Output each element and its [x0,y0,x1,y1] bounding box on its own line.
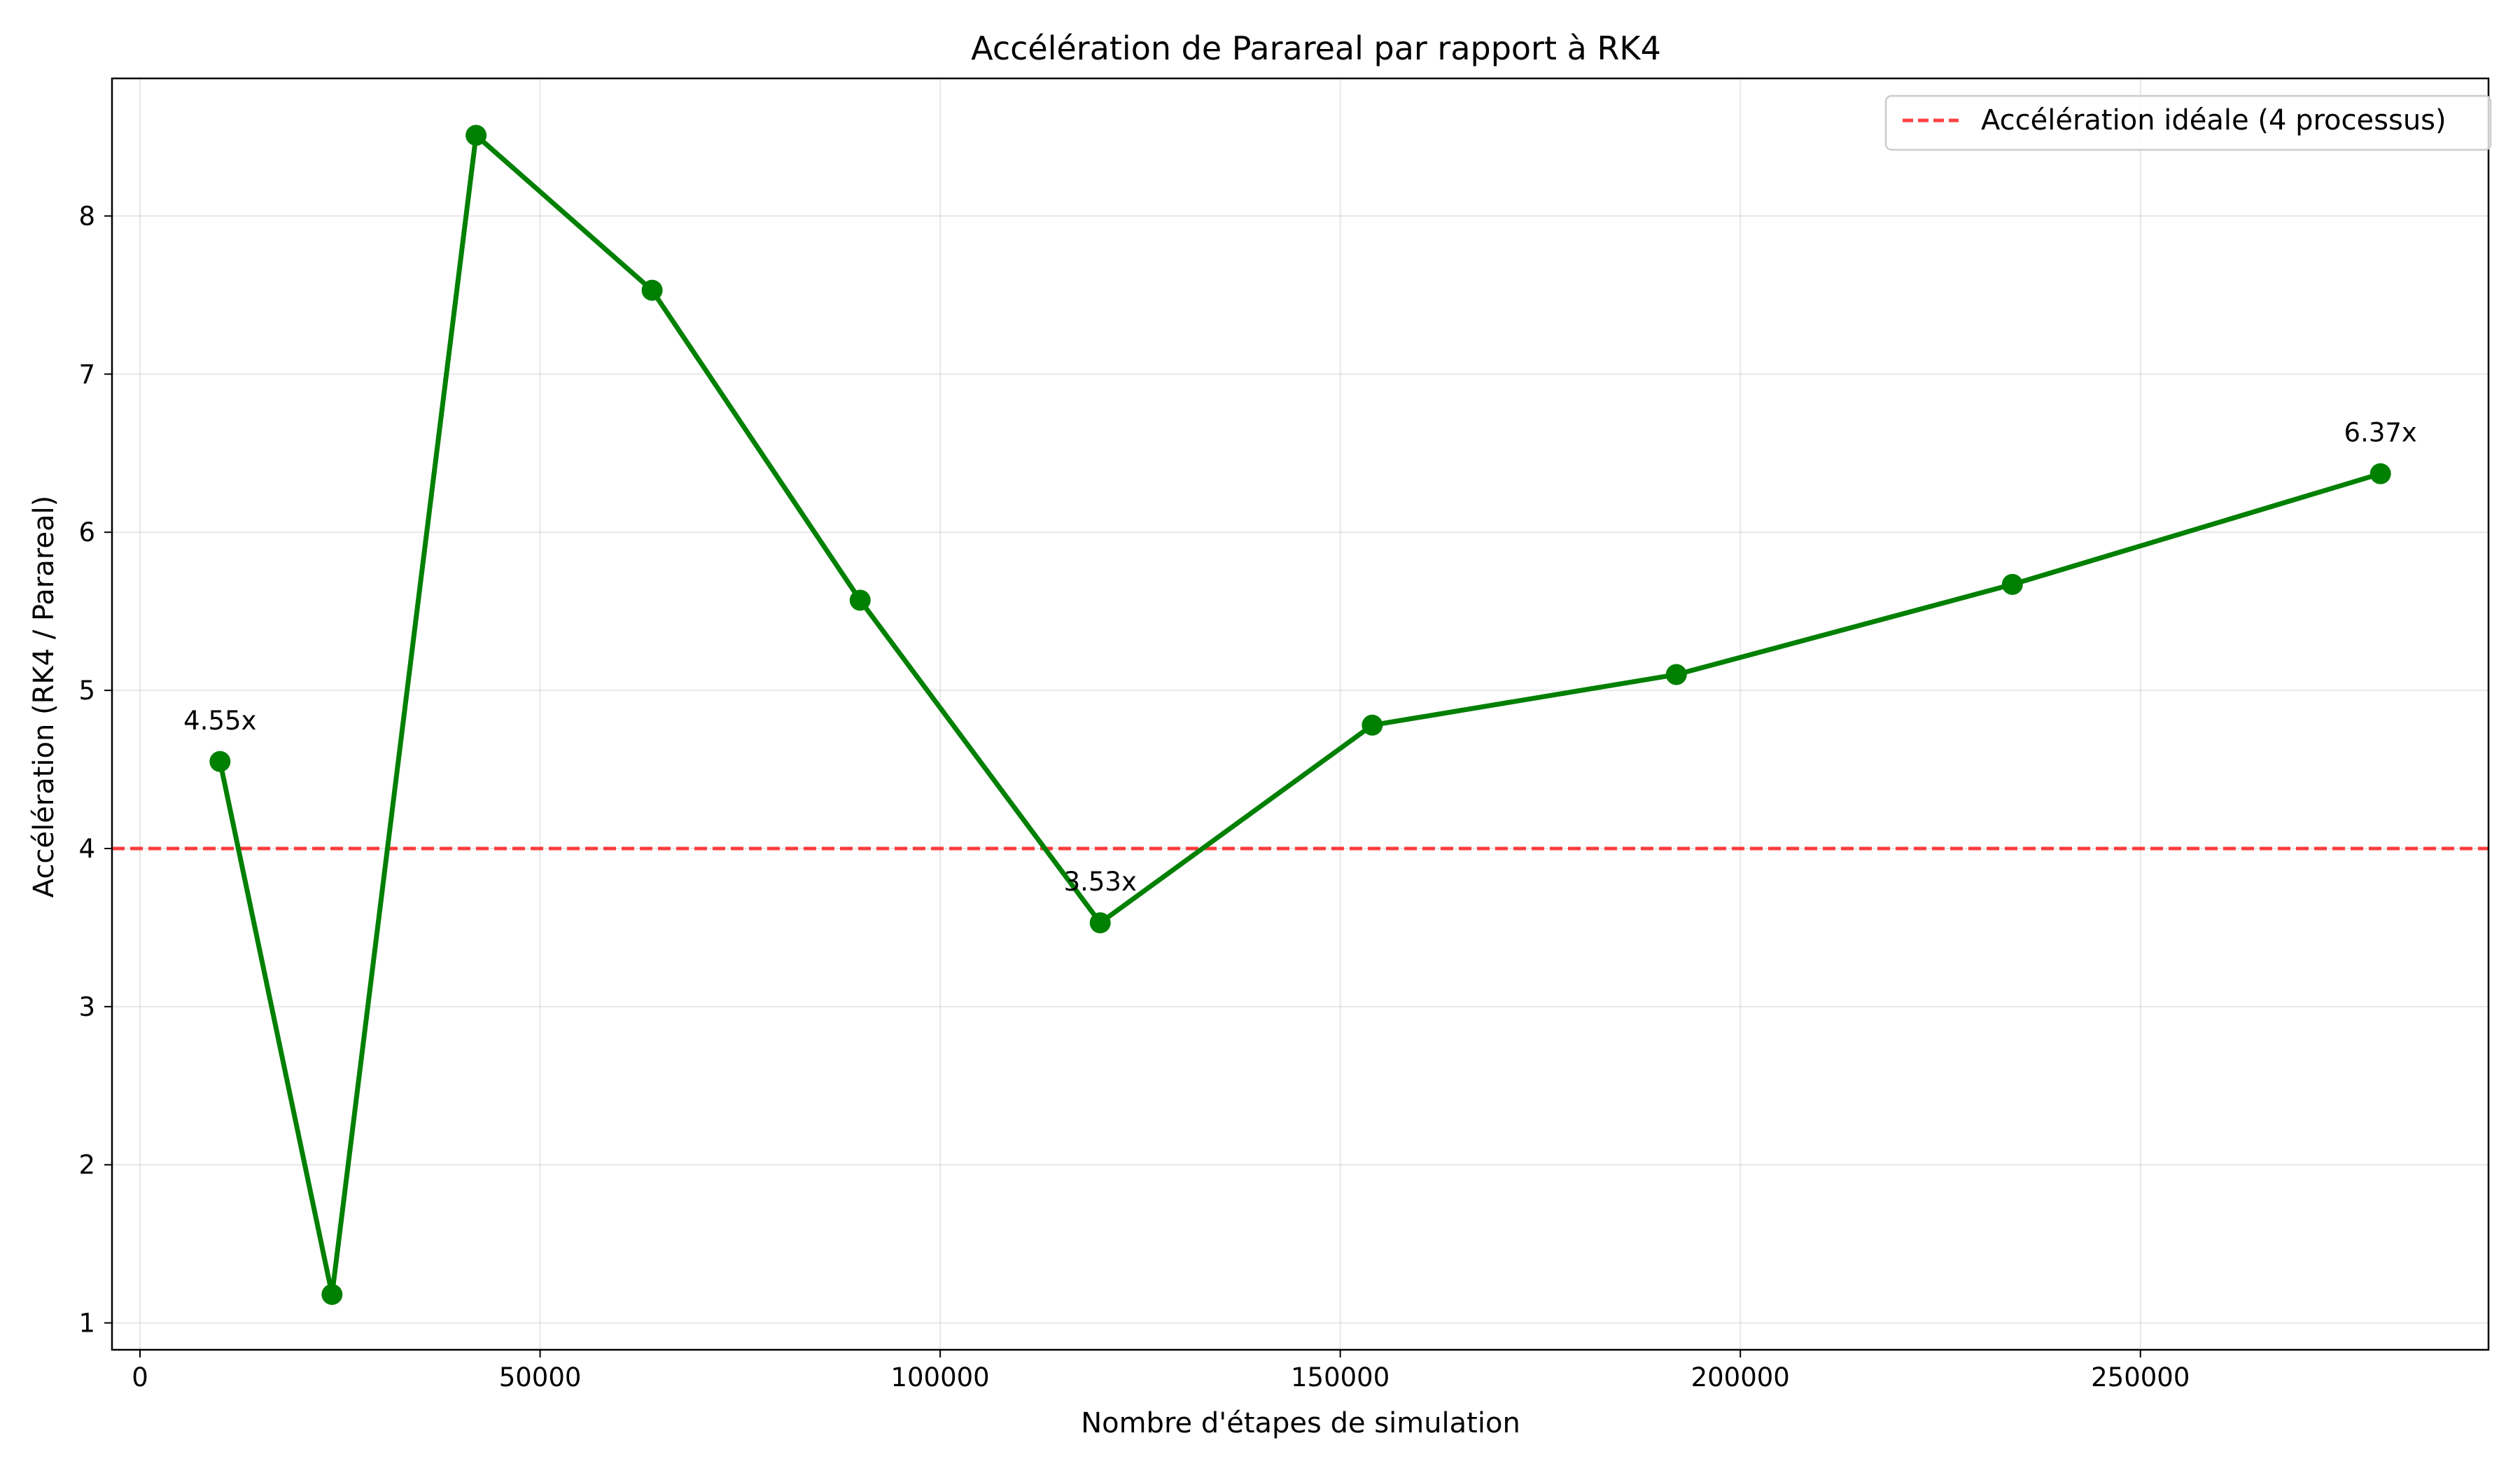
plot-frame [111,77,2490,1351]
y-tick-label: 3 [78,992,95,1022]
y-axis-title: Accélération (RK4 / Parareal) [28,496,60,898]
speedup-data-point [1362,714,1383,736]
speedup-data-point [1665,664,1687,685]
y-tick-label: 2 [78,1150,95,1180]
speedup-data-point [641,279,663,301]
chart-title: Accélération de Parareal par rapport à R… [971,29,1661,67]
y-tick-label: 1 [78,1308,95,1339]
speedup-series-line [217,132,2384,1297]
speedup-data-point [2370,463,2391,484]
data-label: 6.37x [2344,418,2417,448]
grid-lines [112,78,2488,1350]
axis-ticks: 0 50000 100000 150000 200000 250000 1 2 3 4 5 6 7 8 [78,202,2190,1392]
y-tick-label: 4 [78,834,95,864]
annotation-layer: 4.55x 3.53x 6.37x [183,418,2417,897]
y-tick-label: 6 [78,517,95,547]
y-tick-label: 7 [78,359,95,389]
legend-entry-ideal: Accélération idéale (4 processus) [1981,104,2446,137]
speedup-data-point [209,751,231,772]
x-tick-label: 150000 [1291,1362,1390,1392]
speedup-data-point [321,1283,343,1305]
x-tick-label: 100000 [890,1362,989,1392]
x-tick-label: 0 [132,1362,148,1392]
data-label: 3.53x [1064,867,1137,897]
x-tick-label: 50000 [499,1362,582,1392]
speedup-data-point [1089,912,1111,934]
x-axis-title: Nombre d'étapes de simulation [1081,1407,1520,1439]
y-tick-label: 8 [78,202,95,232]
legend: Accélération idéale (4 processus) [1884,95,2492,151]
x-tick-label: 200000 [1691,1362,1790,1392]
speedup-data-point [465,125,487,146]
legend-box [1884,95,2492,151]
y-tick-label: 5 [78,676,95,706]
speedup-data-point [849,589,871,611]
data-label: 4.55x [183,706,256,736]
x-tick-label: 250000 [2091,1362,2190,1392]
series-layer [209,125,2391,1305]
speedup-data-point [2001,573,2023,595]
